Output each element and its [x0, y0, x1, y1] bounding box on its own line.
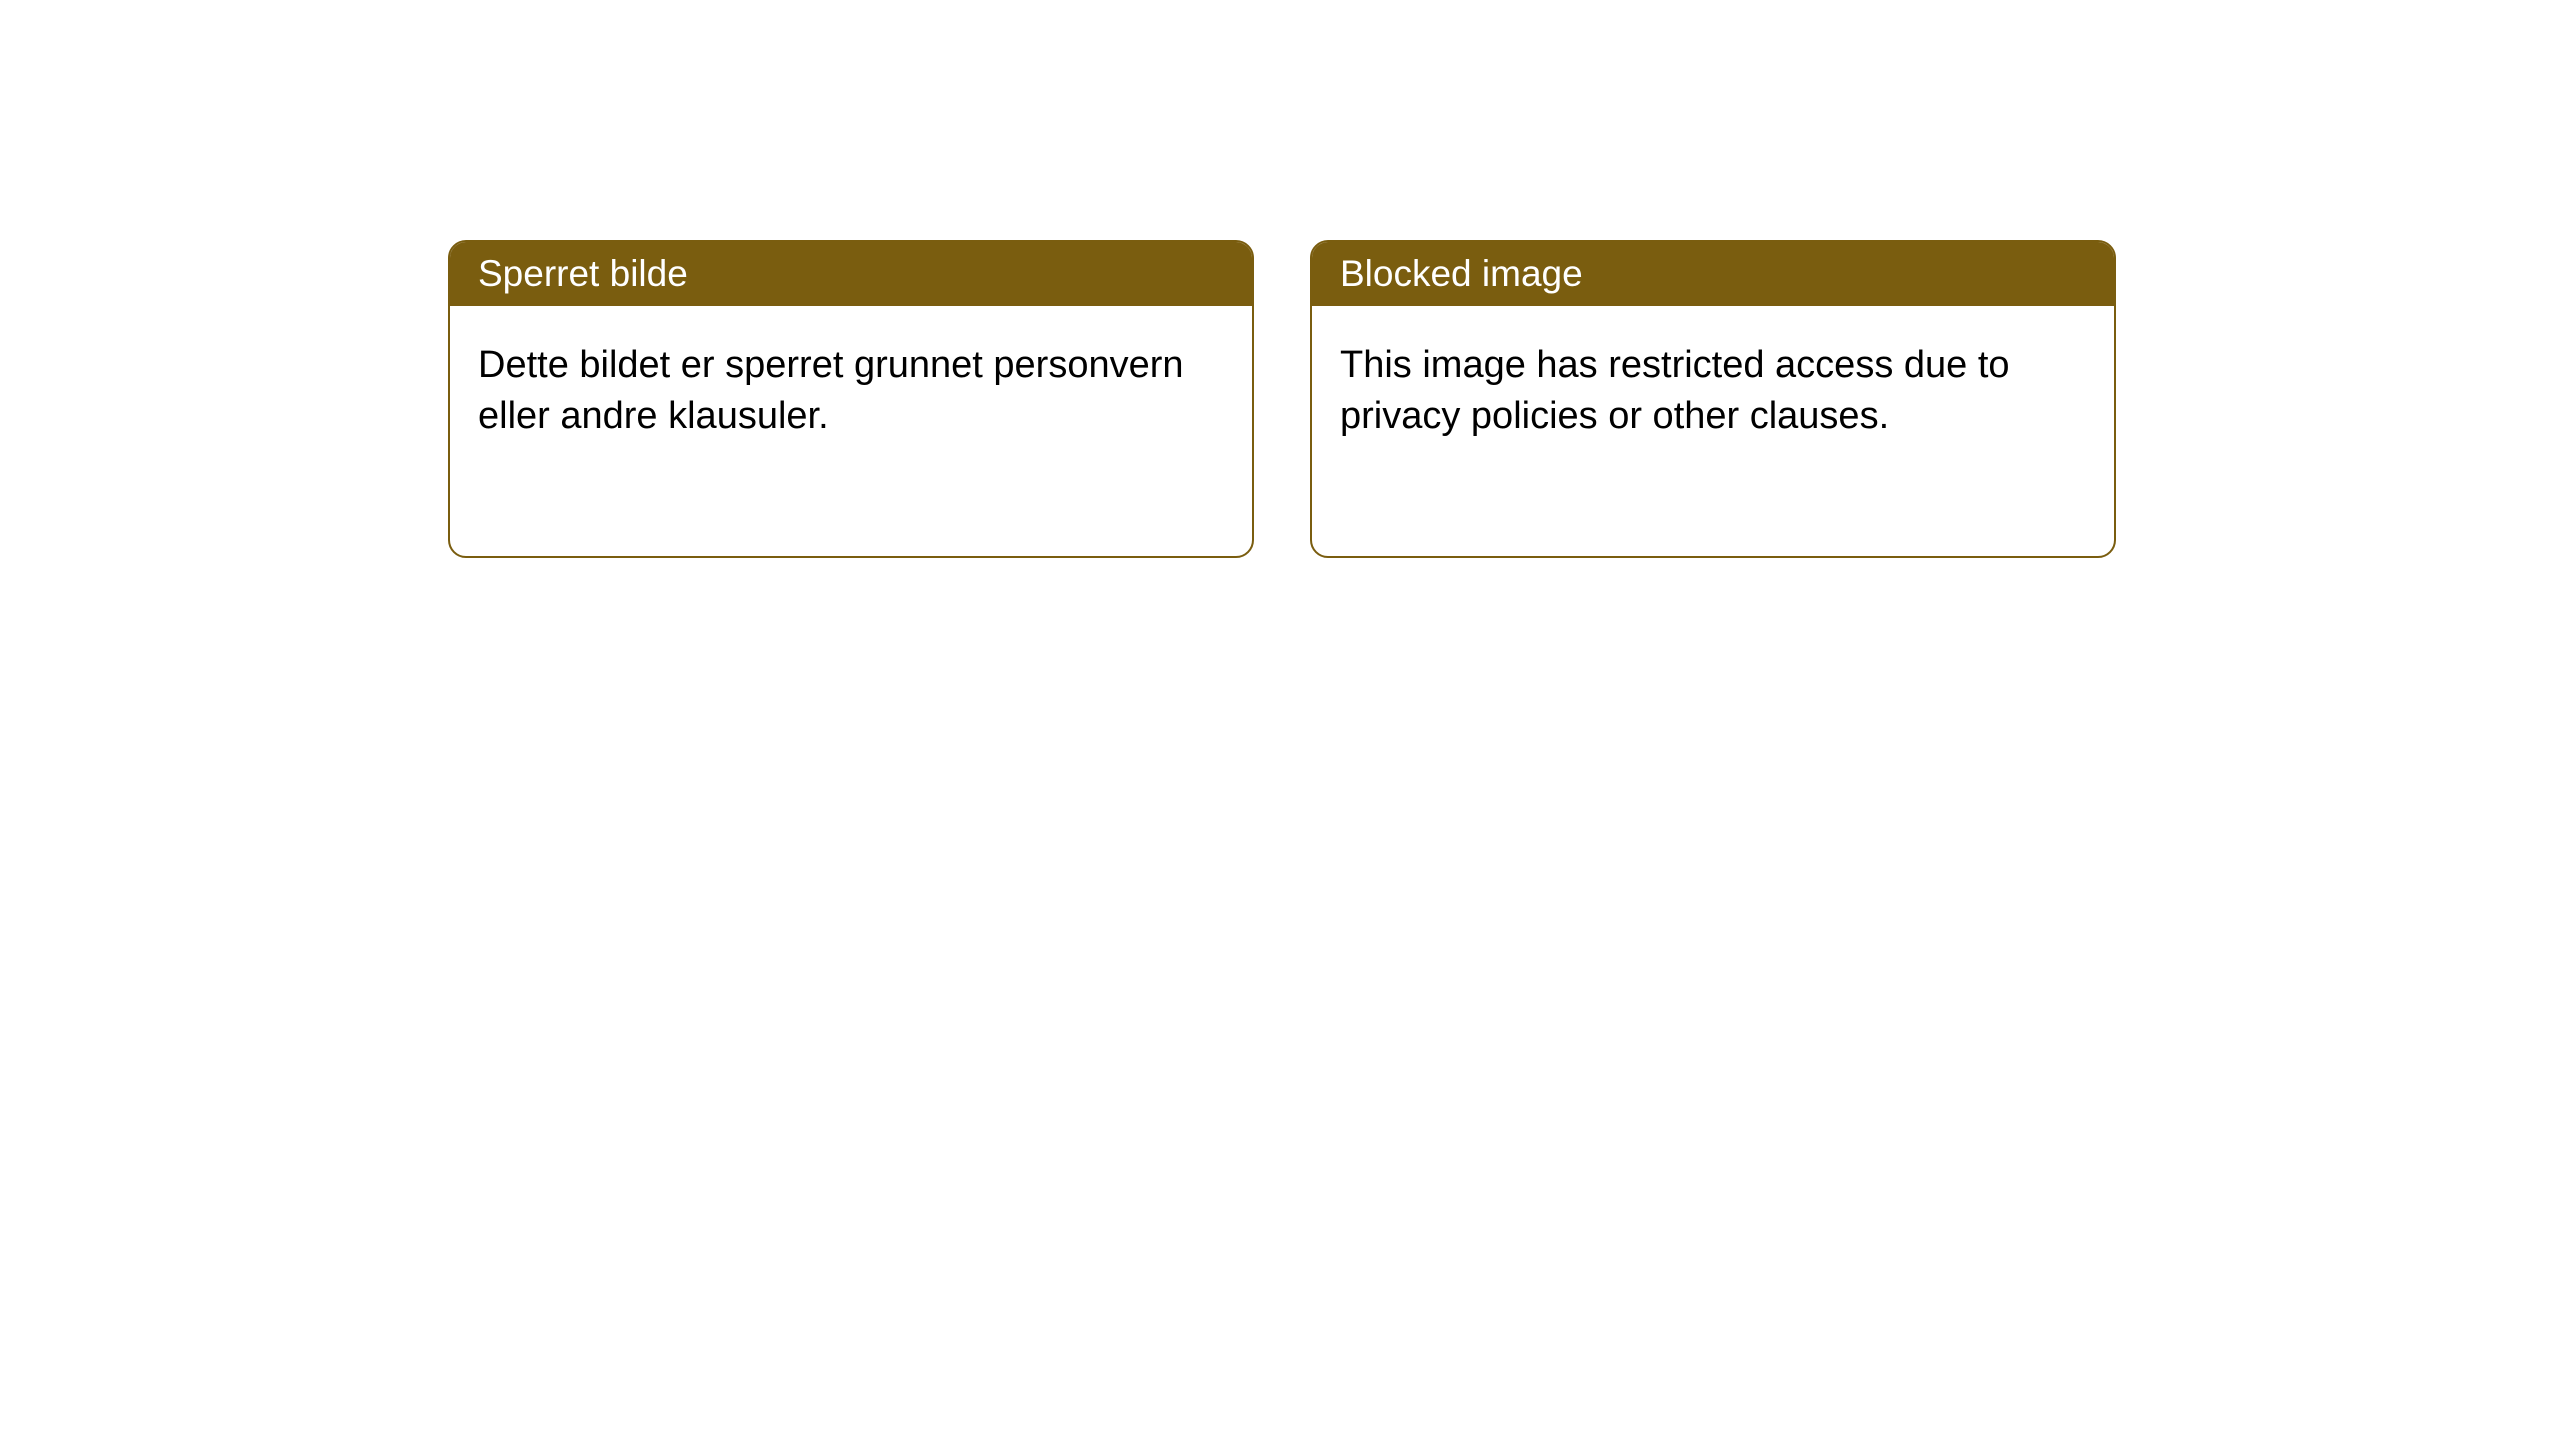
card-title: Sperret bilde [478, 253, 688, 294]
card-body: This image has restricted access due to … [1312, 306, 2114, 556]
card-body: Dette bildet er sperret grunnet personve… [450, 306, 1252, 556]
card-body-text: Dette bildet er sperret grunnet personve… [478, 344, 1184, 437]
notice-card-norwegian: Sperret bilde Dette bildet er sperret gr… [448, 240, 1254, 558]
notice-container: Sperret bilde Dette bildet er sperret gr… [448, 240, 2116, 558]
notice-card-english: Blocked image This image has restricted … [1310, 240, 2116, 558]
card-body-text: This image has restricted access due to … [1340, 344, 2010, 437]
card-title: Blocked image [1340, 253, 1583, 294]
card-header: Blocked image [1312, 242, 2114, 306]
card-header: Sperret bilde [450, 242, 1252, 306]
